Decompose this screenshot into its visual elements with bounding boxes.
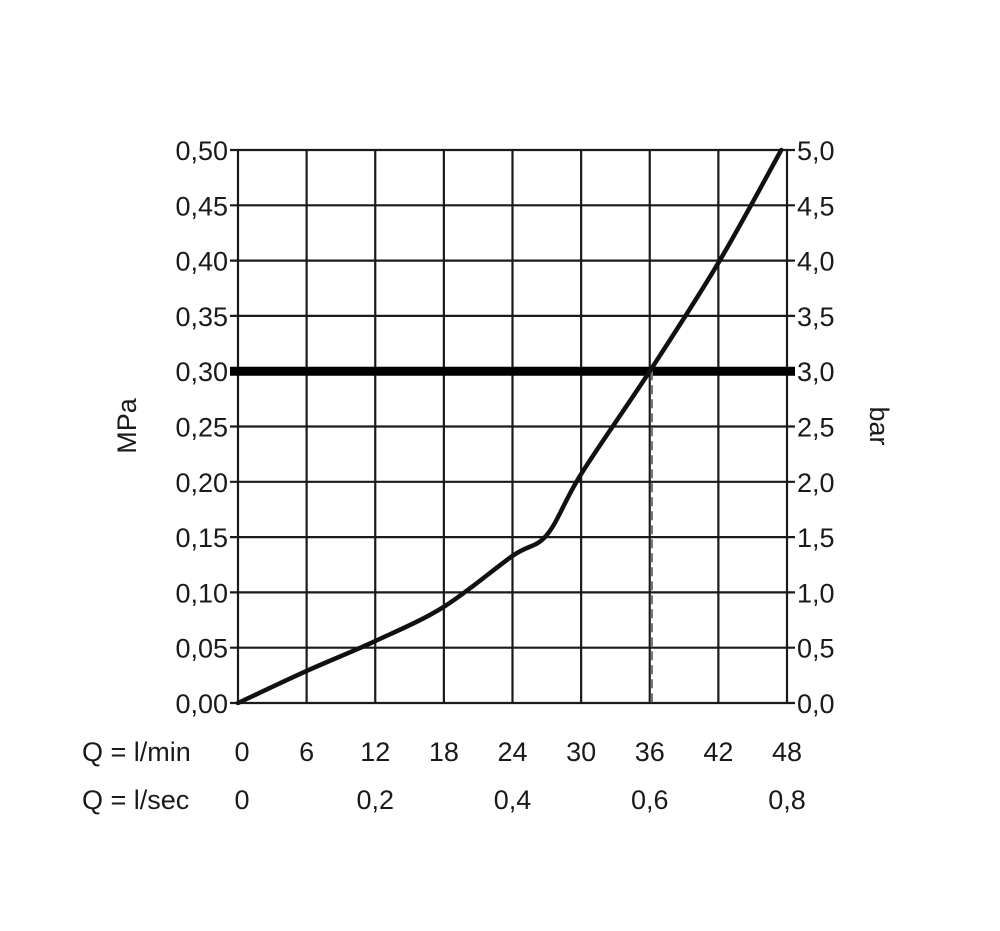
x-axis-label-lsec: Q = l/sec [82, 785, 189, 815]
y2-tick-label: 4,5 [797, 191, 835, 221]
y-axis-label-left: MPa [112, 397, 142, 454]
x2-tick-label: 0,8 [768, 785, 806, 815]
y-axis-right-ticks: 0,0 0,5 1,0 1,5 2,0 2,5 3,0 3,5 4,0 4,5 5,0 [797, 136, 835, 719]
y2-tick-label: 3,5 [797, 302, 835, 332]
x2-axis-ticks: 0 0,2 0,4 0,6 0,8 [234, 785, 805, 815]
y2-tick-label: 0,5 [797, 634, 835, 664]
y-tick-label: 0,25 [175, 413, 228, 443]
y2-tick-label: 5,0 [797, 136, 835, 166]
y2-tick-label: 3,0 [797, 357, 835, 387]
y2-tick-label: 1,5 [797, 523, 835, 553]
y-tick-label: 0,00 [175, 689, 228, 719]
y-tick-label: 0,10 [175, 578, 228, 608]
x-tick-label: 6 [299, 737, 314, 767]
y-tick-label: 0,35 [175, 302, 228, 332]
y-axis-label-right: bar [864, 406, 894, 445]
x-tick-label: 48 [772, 737, 802, 767]
grid [230, 148, 795, 705]
plot-marks [230, 147, 795, 706]
x-tick-label: 12 [360, 737, 390, 767]
x2-tick-label: 0,4 [494, 785, 532, 815]
y-tick-label: 0,30 [175, 357, 228, 387]
x2-tick-label: 0,2 [356, 785, 394, 815]
x-tick-label: 0 [234, 737, 249, 767]
y2-tick-label: 1,0 [797, 578, 835, 608]
x2-tick-label: 0 [234, 785, 249, 815]
y2-tick-label: 0,0 [797, 689, 835, 719]
y-tick-label: 0,05 [175, 634, 228, 664]
y-tick-label: 0,50 [175, 136, 228, 166]
x-tick-label: 30 [566, 737, 596, 767]
y-tick-label: 0,20 [175, 468, 228, 498]
y-tick-label: 0,40 [175, 247, 228, 277]
x-axis-label-lmin: Q = l/min [82, 737, 191, 767]
y2-tick-label: 2,5 [797, 413, 835, 443]
y-tick-label: 0,45 [175, 191, 228, 221]
x-tick-label: 18 [429, 737, 459, 767]
x-tick-label: 42 [703, 737, 733, 767]
y-tick-label: 0,15 [175, 523, 228, 553]
y2-tick-label: 4,0 [797, 247, 835, 277]
y-axis-left-ticks: 0,00 0,05 0,10 0,15 0,20 0,25 0,30 0,35 0,40 0,45… [175, 136, 228, 719]
x2-tick-label: 0,6 [631, 785, 669, 815]
x-tick-label: 36 [635, 737, 665, 767]
x-axis-ticks: 0 6 12 18 24 30 36 42 48 [234, 737, 802, 767]
series-line [235, 147, 784, 706]
x-tick-label: 24 [497, 737, 527, 767]
y2-tick-label: 2,0 [797, 468, 835, 498]
